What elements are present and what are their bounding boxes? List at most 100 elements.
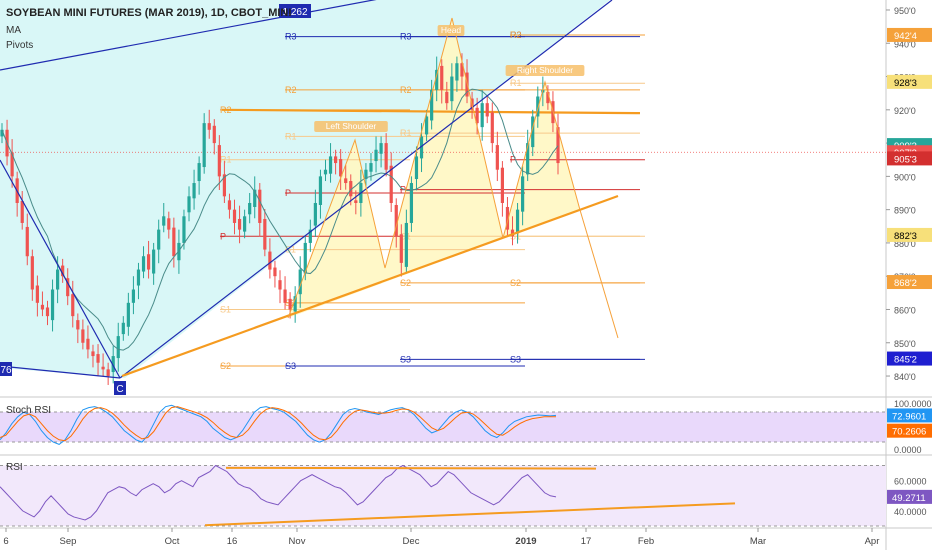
rsi-tag-bg xyxy=(887,489,932,504)
price-tag: 882'3 xyxy=(894,231,917,242)
price-tag-bg xyxy=(887,227,932,242)
candle-body xyxy=(339,159,343,177)
x-tick-label: Nov xyxy=(289,536,306,547)
price-tag-bg xyxy=(887,351,932,366)
candle-body xyxy=(243,216,247,232)
candle-body xyxy=(430,89,434,121)
pattern-label: Left Shoulder xyxy=(326,121,377,131)
candle-body xyxy=(288,298,292,310)
pivot-label: P xyxy=(510,155,516,165)
candle-body xyxy=(521,176,525,212)
candle-body xyxy=(81,329,85,343)
point-label: 76 xyxy=(0,365,12,376)
candle-body xyxy=(531,116,535,148)
x-tick-label: Apr xyxy=(865,536,880,547)
price-tag-bg xyxy=(887,275,932,290)
price-tag-bg xyxy=(887,27,932,42)
lower-left-line xyxy=(0,365,121,379)
candle-body xyxy=(20,200,24,223)
candle-body xyxy=(162,216,166,226)
stoch-tick: 100.0000 xyxy=(894,399,932,409)
rsi-tick: 60.0000 xyxy=(894,477,927,487)
candle-body xyxy=(500,167,504,203)
candle-body xyxy=(202,123,206,168)
candle-body xyxy=(384,143,388,170)
x-tick-label: 6 xyxy=(3,536,8,547)
candle-body xyxy=(298,269,302,295)
pivot-label: R3 xyxy=(285,32,297,42)
candle-body xyxy=(248,202,252,215)
candle-body xyxy=(495,145,499,170)
candle-body xyxy=(91,351,95,357)
pattern-label: Head xyxy=(441,25,462,35)
candle-body xyxy=(146,254,151,270)
pattern-fill xyxy=(288,18,580,318)
pivot-label: S2 xyxy=(510,278,521,288)
candle-body xyxy=(40,304,45,310)
candle-body xyxy=(273,267,277,277)
candle-body xyxy=(450,76,454,102)
upper-channel-line xyxy=(0,0,377,71)
pivot-label: S2 xyxy=(400,278,411,288)
indicator-label-pivots: Pivots xyxy=(6,40,33,51)
price-tag-bg xyxy=(887,151,932,166)
x-tick-label: Feb xyxy=(638,536,654,547)
x-tick-label: 2019 xyxy=(515,536,536,547)
candle-body xyxy=(354,200,358,203)
candle-body xyxy=(510,229,515,237)
rsi-tag: 49.2711 xyxy=(892,493,926,504)
stoch-k-line xyxy=(0,404,557,445)
y-tick-label: 900'0 xyxy=(894,172,916,182)
candle-body xyxy=(263,218,267,250)
pivot-label: R2 xyxy=(285,85,297,95)
candle-body xyxy=(536,96,540,117)
candle-body xyxy=(349,181,353,197)
y-tick-label: 880'0 xyxy=(894,239,916,249)
stoch-d-line xyxy=(0,406,556,442)
price-tag: 905'3 xyxy=(894,154,917,165)
trendline-label: 1.262 xyxy=(282,7,307,18)
trendline-label-bg xyxy=(279,4,311,18)
candle-body xyxy=(344,178,348,184)
rsi-tick: 40.0000 xyxy=(894,507,927,517)
candle-body xyxy=(253,189,257,207)
candle-body xyxy=(50,289,55,321)
candle-body xyxy=(121,322,125,335)
chart-title: SOYBEAN MINI FUTURES (MAR 2019), 1D, CBO… xyxy=(6,7,291,19)
pivot-label: S1 xyxy=(285,245,296,255)
stoch-rsi-title: Stoch RSI xyxy=(6,405,51,416)
y-tick-label: 850'0 xyxy=(894,339,916,349)
pivot-label: R1 xyxy=(400,128,412,138)
candle-body xyxy=(394,204,398,237)
candle-body xyxy=(364,169,368,180)
pattern-label-bg xyxy=(437,25,465,36)
candle-body xyxy=(187,196,191,213)
candle-body xyxy=(86,338,90,350)
price-tag: 845'2 xyxy=(894,355,917,366)
uptrend-support-line xyxy=(121,194,619,378)
candle-body xyxy=(157,229,161,250)
y-tick-label: 840'0 xyxy=(894,372,916,382)
candle-body xyxy=(435,69,439,90)
candle-body xyxy=(111,356,115,373)
point-label-bg xyxy=(114,381,126,395)
candle-body xyxy=(455,63,459,81)
pivot-label: S1 xyxy=(220,304,231,314)
head-shoulders-outline xyxy=(287,17,619,339)
candle-body xyxy=(369,163,373,172)
time-axis: 6 Sep Oct 16 Nov Dec 2019 17 Feb Mar Apr xyxy=(3,528,879,547)
candle-body xyxy=(232,209,237,223)
candle-body xyxy=(313,202,317,226)
y-tick-label: 940'0 xyxy=(894,39,916,49)
candle-body xyxy=(167,218,171,230)
candle-body xyxy=(35,285,39,303)
candle-body xyxy=(172,227,176,257)
price-tag: 928'3 xyxy=(894,78,917,89)
x-tick-label: Oct xyxy=(165,536,180,547)
pivot-label: R1 xyxy=(220,155,232,165)
pivot-label: R2 xyxy=(510,30,522,40)
sub-panels: 100.0000 0.0000 72.9601 70.2606 60.0000 40.00… xyxy=(0,399,932,527)
candle-body xyxy=(334,156,338,164)
candle-body xyxy=(217,145,221,177)
